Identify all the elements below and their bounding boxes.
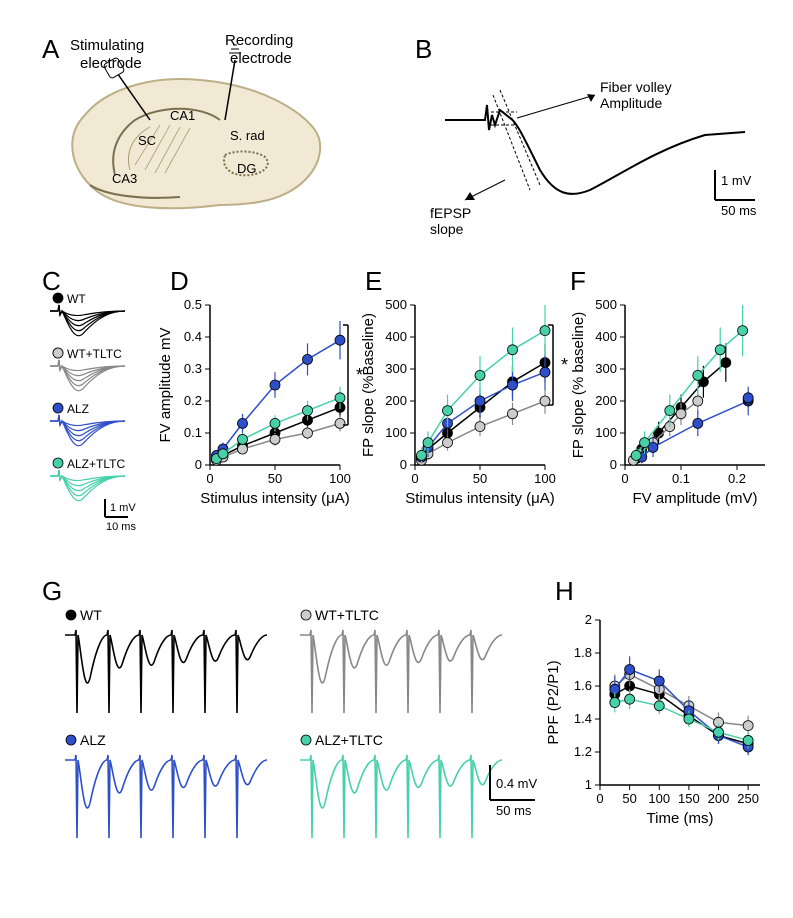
svg-text:100: 100 [534,471,556,486]
scale-B-t: 50 ms [721,203,757,218]
svg-text:1.4: 1.4 [574,711,592,726]
svg-text:100: 100 [329,471,351,486]
svg-text:400: 400 [385,329,407,344]
panel-A: A CA1 SC CA3 S. rad DG Stimulating elect… [42,32,320,208]
label-DG: DG [237,161,257,176]
svg-text:WT+TLTC: WT+TLTC [315,607,379,623]
svg-text:200: 200 [385,393,407,408]
svg-text:0: 0 [411,471,418,486]
svg-text:300: 300 [595,361,617,376]
panel-letter-D: D [170,266,189,296]
svg-text:0: 0 [596,791,603,806]
svg-text:FP slope (% baseline): FP slope (% baseline) [570,312,587,458]
svg-text:WT+TLTC: WT+TLTC [67,347,122,361]
svg-text:0.1: 0.1 [672,471,690,486]
stim-label2: electrode [80,55,142,72]
trace-B [445,105,745,194]
svg-text:WT: WT [67,292,86,306]
svg-text:0: 0 [195,457,202,472]
svg-text:PPF (P2/P1): PPF (P2/P1) [545,660,562,744]
fepsp-label2: slope [430,221,464,237]
chartH-g: 0 50 100 150 200 250 1 1.2 1.4 1.6 1.8 2 Time (ms) PP… [545,612,760,827]
svg-text:WT: WT [80,607,102,623]
svg-text:Stimulus intensity (μA): Stimulus intensity (μA) [405,490,555,507]
svg-text:1 mV: 1 mV [110,502,136,514]
svg-text:200: 200 [708,791,730,806]
stim-label1: Stimulating [70,37,144,54]
svg-text:250: 250 [737,791,759,806]
svg-text:ALZ: ALZ [80,732,106,748]
svg-text:150: 150 [678,791,700,806]
panel-letter-F: F [570,266,586,296]
svg-text:0.2: 0.2 [184,393,202,408]
panel-letter-H: H [555,576,574,606]
svg-text:ALZ+TLTC: ALZ+TLTC [67,457,125,471]
rec-label1: Recording [225,32,293,49]
svg-text:300: 300 [385,361,407,376]
label-SC: SC [138,133,156,148]
panel-letter-C: C [42,266,61,296]
svg-text:1.6: 1.6 [574,678,592,693]
svg-text:0: 0 [206,471,213,486]
svg-text:200: 200 [595,393,617,408]
chart-H: 0 50 100 150 200 250 1 1.2 1.4 1.6 1.8 2 Time (ms) PP… [545,612,760,827]
label-CA3: CA3 [112,171,137,186]
panel-B: B Fiber volley Amplitude fEPSP slope 1 m… [415,34,757,237]
svg-text:Time (ms): Time (ms) [647,810,714,827]
svg-text:0.2: 0.2 [728,471,746,486]
chart-F: 0 0.1 0.2 0 100 200 300 400 500 FV amplitude (mV)… [570,297,765,507]
svg-text:100: 100 [595,425,617,440]
svg-text:10 ms: 10 ms [106,521,136,533]
svg-text:100: 100 [385,425,407,440]
svg-text:100: 100 [648,791,670,806]
svg-text:50: 50 [622,791,636,806]
panel-letter-B: B [415,34,432,64]
panel-letter-A: A [42,34,60,64]
svg-text:0: 0 [621,471,628,486]
chartD-g: 0 50 100 0 0.1 0.2 0.3 0.4 0.5 Stimulus intensity… [157,297,363,507]
figure-svg: A CA1 SC CA3 S. rad DG Stimulating elect… [0,0,793,913]
chartF-g: 0 0.1 0.2 0 100 200 300 400 500 FV amplitude (mV)… [570,297,765,507]
label-Srad: S. rad [230,128,265,143]
svg-text:500: 500 [595,297,617,312]
svg-text:0.1: 0.1 [184,425,202,440]
svg-text:*: * [561,355,568,375]
fv-label1: Fiber volley [600,79,672,95]
svg-text:FV amplitude (mV): FV amplitude (mV) [632,490,757,507]
rec-label2: electrode [230,50,292,67]
svg-text:0: 0 [400,457,407,472]
svg-text:Stimulus intensity (μA): Stimulus intensity (μA) [200,490,350,507]
svg-text:400: 400 [595,329,617,344]
svg-text:50 ms: 50 ms [496,803,532,818]
fepsp-label1: fEPSP [430,205,471,221]
svg-text:1.2: 1.2 [574,744,592,759]
svg-text:ALZ: ALZ [67,402,89,416]
svg-text:50: 50 [268,471,282,486]
svg-text:1: 1 [585,777,592,792]
svg-text:0.5: 0.5 [184,297,202,312]
fv-label2: Amplitude [600,95,662,111]
svg-text:ALZ+TLTC: ALZ+TLTC [315,732,383,748]
label-CA1: CA1 [170,108,195,123]
svg-text:0.3: 0.3 [184,361,202,376]
scale-B-v: 1 mV [721,173,752,188]
panel-letter-G: G [42,576,62,606]
svg-text:1.8: 1.8 [574,645,592,660]
svg-text:500: 500 [385,297,407,312]
svg-text:0.4 mV: 0.4 mV [496,776,538,791]
svg-text:FV amplitude mV: FV amplitude mV [157,327,174,442]
svg-text:50: 50 [473,471,487,486]
panel-G: G WT WT+TLTC ALZ ALZ+TLTC 0.4 mV 50 ms [42,576,538,838]
svg-text:2: 2 [585,612,592,627]
svg-text:0: 0 [610,457,617,472]
chartE-g: 0 50 100 0 100 200 300 400 500 Stimulus intensity… [360,297,568,507]
hippo-outline [72,79,320,208]
chart-E: 0 50 100 0 100 200 300 400 500 Stimulus intensity… [360,297,568,507]
panel-C: C WT WT+TLTC ALZ ALZ+TLTC 1 mV 10 ms [42,266,136,533]
chart-D: 0 50 100 0 0.1 0.2 0.3 0.4 0.5 Stimulus intensity… [157,297,363,507]
panel-letter-E: E [365,266,382,296]
svg-text:0.4: 0.4 [184,329,202,344]
svg-text:FP slope (%Baseline): FP slope (%Baseline) [360,313,377,457]
